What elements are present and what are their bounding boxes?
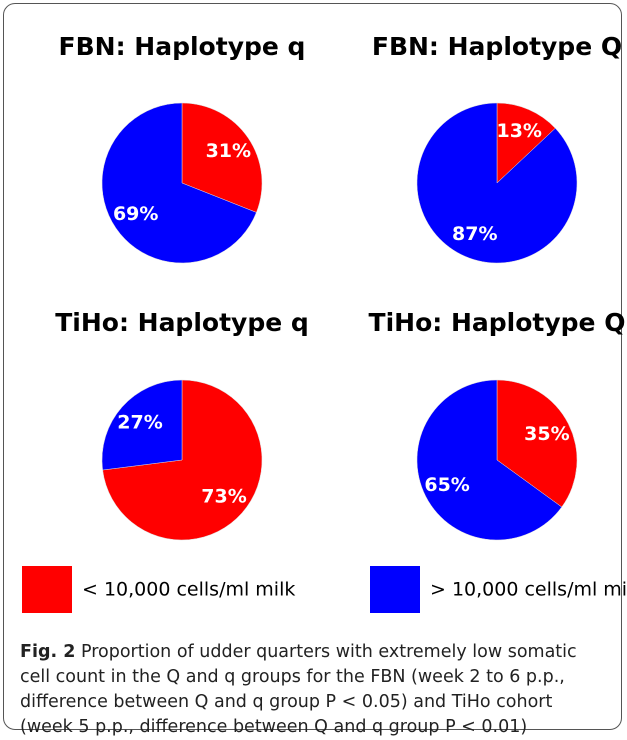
pie-slice [496, 102, 556, 184]
figure-frame [3, 3, 622, 730]
caption: Fig. 2 Proportion of udder quarters with… [20, 640, 610, 740]
pie-slice [416, 379, 563, 541]
pie-slice [102, 379, 263, 541]
slice-label: 69% [113, 203, 158, 225]
legend-swatch [22, 566, 72, 613]
caption-text: Proportion of udder quarters with extrem… [20, 642, 577, 737]
pie-slice [416, 102, 578, 264]
slice-label: 27% [117, 411, 162, 433]
slice-label: 73% [201, 486, 246, 508]
pie-slice [101, 379, 183, 471]
caption-label: Fig. 2 [20, 642, 76, 662]
pie-slice [181, 102, 263, 213]
chart-title: FBN: Haplotype Q [372, 32, 622, 61]
chart-title: TiHo: Haplotype Q [369, 308, 626, 337]
slice-label: 31% [206, 140, 251, 162]
pie-slice [496, 379, 578, 508]
slice-label: 65% [424, 474, 469, 496]
legend-label: > 10,000 cells/ml milk [430, 579, 627, 601]
pie-slice [101, 102, 257, 264]
chart-title: TiHo: Haplotype q [55, 308, 309, 337]
slice-label: 87% [452, 223, 497, 245]
legend-label: < 10,000 cells/ml milk [82, 579, 295, 601]
chart-title: FBN: Haplotype q [59, 32, 306, 61]
slice-label: 35% [524, 423, 569, 445]
legend-swatch [370, 566, 420, 613]
slice-label: 13% [496, 120, 541, 142]
